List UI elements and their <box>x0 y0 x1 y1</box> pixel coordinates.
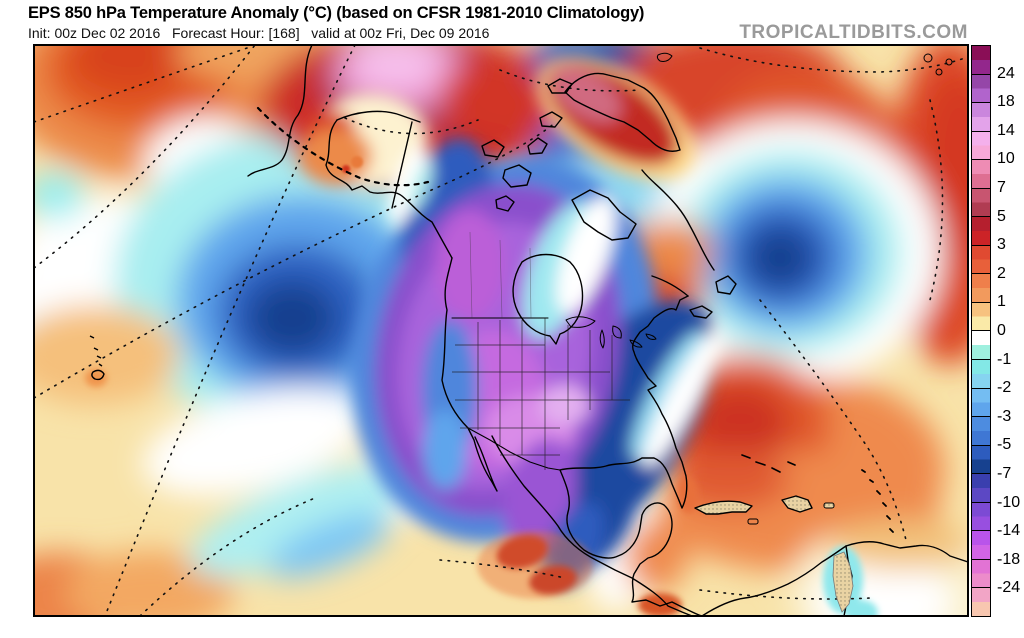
colorbar-segment <box>972 160 990 189</box>
colorbar-tick-label: 1 <box>997 293 1006 311</box>
colorbar-tick-label: 0 <box>997 322 1006 339</box>
colorbar-tick-label: -10 <box>997 493 1021 511</box>
colorbar-segment <box>972 188 990 218</box>
colorbar-segment <box>972 245 990 275</box>
colorbar-segment <box>972 531 990 560</box>
colorbar-tick-label: 14 <box>997 121 1015 139</box>
colorbar-tick-label: 24 <box>997 64 1015 82</box>
colorbar-segment <box>972 274 990 303</box>
colorbar-segment <box>972 331 990 361</box>
colorbar-tick-label: -1 <box>997 350 1012 368</box>
terrain-mask-andes <box>832 551 854 613</box>
colorbar-segment <box>972 131 990 161</box>
colorbar-tick-label: 18 <box>997 93 1015 111</box>
graticule-lines <box>34 45 966 616</box>
colorbar-tick-label: -24 <box>997 579 1021 597</box>
colorbar-tick-label: 10 <box>997 150 1015 168</box>
colorbar-tick-label: -5 <box>997 436 1012 454</box>
colorbar-tick-label: 2 <box>997 264 1006 282</box>
colorbar-tick-label: -14 <box>997 522 1021 540</box>
colorbar-tick-label: 7 <box>997 179 1006 196</box>
colorbar-segment <box>972 360 990 389</box>
watermark-tropicaltidbits: TROPICALTIDBITS.COM <box>739 22 968 43</box>
colorbar-segment <box>972 559 990 589</box>
colorbar-segment <box>972 445 990 475</box>
colorbar-tick-label: -3 <box>997 407 1012 425</box>
colorbar-segments <box>971 45 991 617</box>
init-forecast-line: Init: 00z Dec 02 2016 Forecast Hour: [16… <box>28 25 490 41</box>
colorbar-segment <box>972 388 990 418</box>
page-title: EPS 850 hPa Temperature Anomaly (°C) (ba… <box>28 4 645 22</box>
colorbar-tick-label: -2 <box>997 379 1012 397</box>
colorbar-segment <box>972 502 990 532</box>
state-borders <box>452 318 630 470</box>
colorbar-segment <box>972 103 990 132</box>
colorbar-tick-label: -7 <box>997 465 1012 482</box>
colorbar-segment <box>972 46 990 75</box>
colorbar-tick-label: 3 <box>997 236 1006 254</box>
hawaii-islands <box>89 335 105 381</box>
colorbar-segment <box>972 417 990 446</box>
map-border <box>33 44 969 617</box>
colorbar-segment <box>972 474 990 503</box>
colorbar-tick-label: 5 <box>997 207 1006 225</box>
coastlines <box>247 45 968 616</box>
colorbar-segment <box>972 302 990 332</box>
colorbar-segment <box>972 588 990 616</box>
colorbar-segment <box>972 74 990 104</box>
colorbar-tick-label: -18 <box>997 550 1021 568</box>
colorbar-segment <box>972 217 990 246</box>
